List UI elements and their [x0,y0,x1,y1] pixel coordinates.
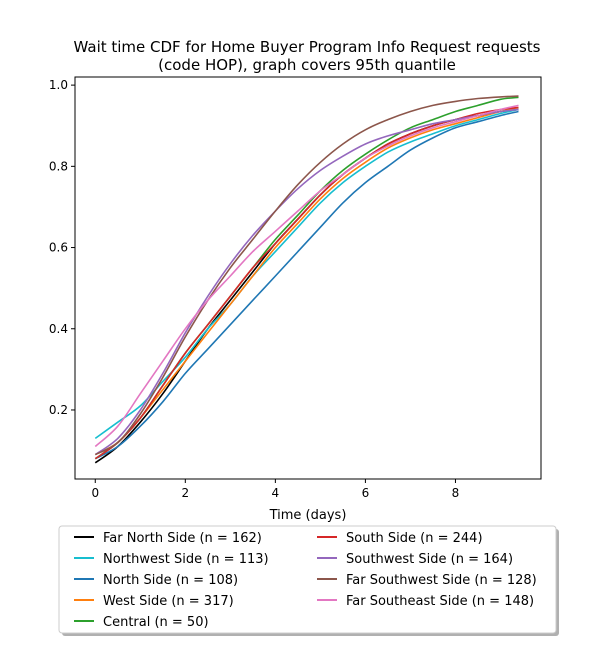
series-line-9 [94,104,519,448]
y-tick-label: 0.6 [49,241,68,255]
legend-label: Central (n = 50) [103,615,209,630]
legend: Far North Side (n = 162) Northwest Side (… [58,525,559,636]
series-line-1 [94,108,519,464]
legend-label: Far North Side (n = 162) [103,531,262,546]
plot-area [94,95,519,464]
x-axis-label: Time (days) [269,508,347,523]
legend-label: West Side (n = 317) [103,594,234,609]
legend-label: Far Southeast Side (n = 148) [346,594,534,609]
series-line-5 [94,96,519,460]
series-line-7 [94,108,519,456]
plot-frame [74,76,542,480]
series-line-8 [94,95,519,456]
series-line-4 [94,106,519,456]
x-tick-label: 4 [272,486,280,500]
legend-label: Northwest Side (n = 113) [103,552,269,567]
y-tick-label: 1.0 [49,78,68,92]
x-tick-label: 2 [181,486,189,500]
chart-title-line-1: Wait time CDF for Home Buyer Program Inf… [74,38,541,56]
legend-label: Southwest Side (n = 164) [346,552,513,567]
legend-items: Far North Side (n = 162) Northwest Side (… [74,531,537,630]
chart-title-line-2: (code HOP), graph covers 95th quantile [158,56,456,74]
y-tick-label: 0.4 [49,322,68,336]
x-tick-label: 6 [362,486,370,500]
legend-label: Far Southwest Side (n = 128) [346,573,537,588]
x-tick-label: 0 [91,486,99,500]
legend-label: North Side (n = 108) [103,573,238,588]
y-axis-ticks: 0.2 0.4 0.6 0.8 1.0 [49,78,75,417]
y-tick-label: 0.2 [49,403,68,417]
series-line-3 [94,110,519,460]
legend-label: South Side (n = 244) [346,531,483,546]
legend-box [58,525,557,634]
x-axis-ticks: 0 2 4 6 8 [91,479,459,500]
y-tick-label: 0.8 [49,159,68,173]
x-tick-label: 8 [452,486,460,500]
series-line-2 [94,108,519,440]
